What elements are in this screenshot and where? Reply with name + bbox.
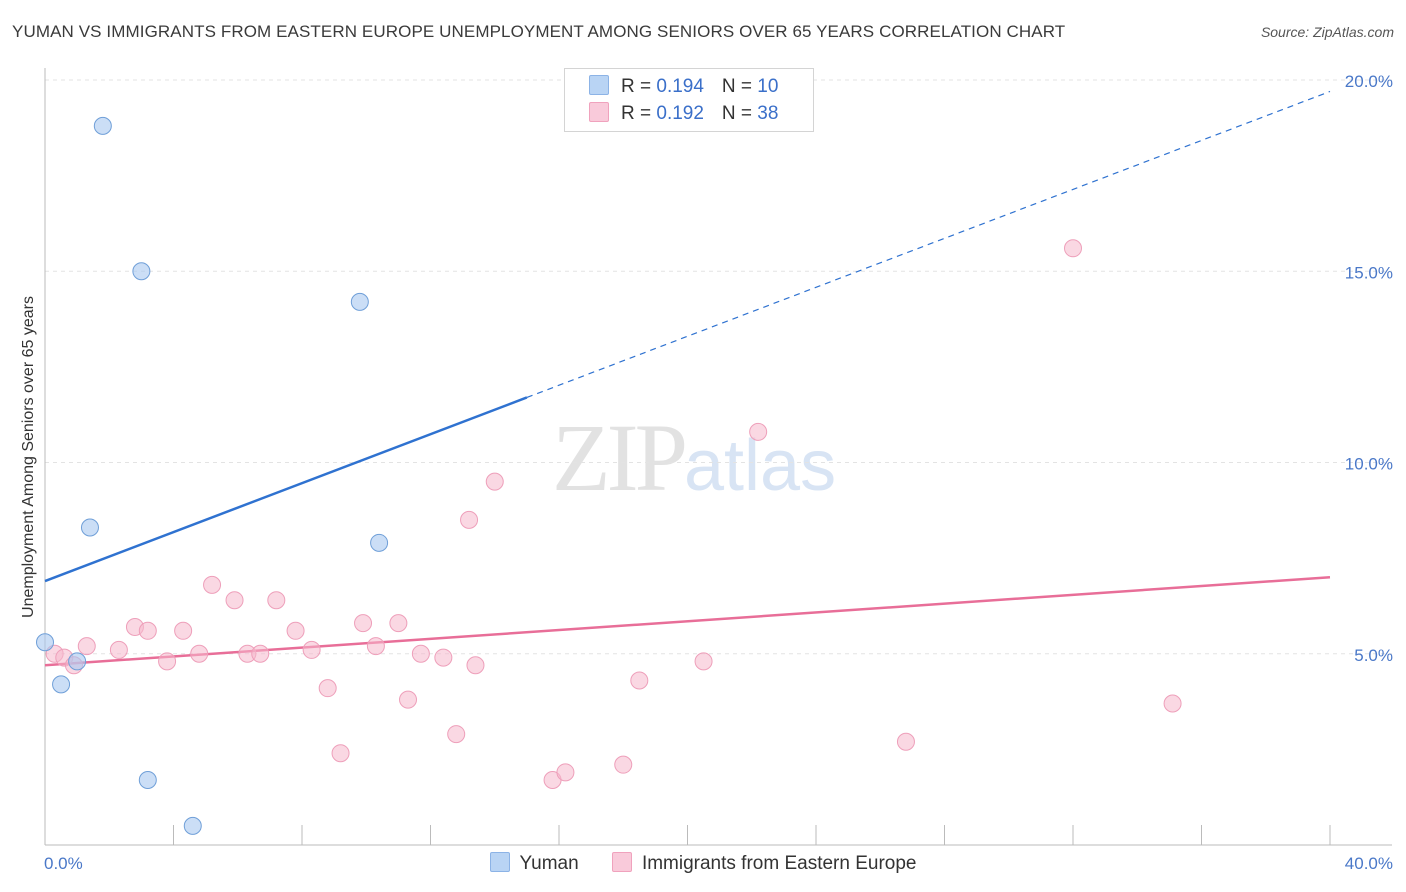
y-axis-title: Unemployment Among Seniors over 65 years <box>20 296 37 618</box>
eastern-data-point <box>614 755 633 774</box>
x-tick-label: 40.0% <box>1345 854 1393 873</box>
watermark: ZIPatlas <box>552 402 836 513</box>
eastern-data-point <box>447 725 466 744</box>
yuman-data-point <box>36 633 54 652</box>
eastern-data-point <box>251 644 270 663</box>
point-layer <box>36 116 1182 835</box>
yuman-data-point <box>370 533 389 552</box>
eastern-data-point <box>749 422 768 441</box>
x-tick-label: 0.0% <box>44 854 83 873</box>
legend-r-value: 0.194 <box>656 76 704 97</box>
legend-r-value: 0.192 <box>656 103 704 124</box>
eastern-data-point <box>331 744 350 763</box>
eastern-data-point <box>354 614 373 633</box>
eastern-swatch-icon <box>611 852 632 872</box>
series-legend-yuman: Yuman <box>489 852 579 875</box>
series-legend: Yuman Immigrants from Eastern Europe <box>0 852 1406 875</box>
yuman-data-point <box>132 262 151 281</box>
y-tick-label: 15.0% <box>1345 263 1393 282</box>
yuman-data-point <box>93 116 112 135</box>
eastern-data-point <box>411 644 430 663</box>
legend-n-value: 38 <box>757 103 779 124</box>
legend-r-label: R = <box>621 103 657 124</box>
eastern-data-point <box>1163 694 1182 713</box>
legend-n-label: N = <box>721 103 758 124</box>
axis-layer <box>44 68 1392 846</box>
source-label: Source: ZipAtlas.com <box>1260 24 1394 40</box>
y-tick-label: 20.0% <box>1345 72 1393 91</box>
legend-row-eastern: R = 0.192 N = 38 <box>589 102 778 126</box>
eastern-data-point <box>389 614 408 633</box>
trend-layer <box>44 90 1331 667</box>
chart-title: YUMAN VS IMMIGRANTS FROM EASTERN EUROPE … <box>12 22 1066 41</box>
eastern-data-point <box>267 591 286 610</box>
eastern-data-point <box>174 621 193 640</box>
eastern-data-point <box>302 640 321 659</box>
eastern-data-point <box>434 648 453 667</box>
eastern-swatch-icon <box>589 102 609 122</box>
y-tick-label: 5.0% <box>1354 646 1393 665</box>
legend-row-yuman: R = 0.194 N = 10 <box>589 75 778 99</box>
series-legend-eastern: Immigrants from Eastern Europe <box>611 852 917 875</box>
yuman-data-point <box>138 770 157 789</box>
eastern-data-point <box>318 679 337 698</box>
yuman-swatch-icon <box>589 75 609 95</box>
legend-n-value: 10 <box>757 76 779 97</box>
eastern-data-point <box>399 690 418 709</box>
label-layer: 5.0% 10.0% 15.0% 20.0% 0.0% 40.0% Unemployment… <box>20 72 1393 873</box>
eastern-data-point <box>556 763 575 782</box>
eastern-data-point <box>896 732 915 751</box>
series-name: Yuman <box>519 853 579 874</box>
eastern-data-point <box>138 621 157 640</box>
watermark-zip: ZIP <box>552 404 688 511</box>
eastern-data-point <box>190 644 209 663</box>
yuman-trend-extension <box>526 90 1331 399</box>
correlation-legend: R = 0.194 N = 10 R = 0.192 N = 38 <box>564 68 814 132</box>
eastern-data-point <box>158 652 177 671</box>
series-name: Immigrants from Eastern Europe <box>641 853 917 874</box>
legend-n-label: N = <box>721 76 758 97</box>
eastern-data-point <box>203 575 222 594</box>
yuman-swatch-icon <box>489 852 510 872</box>
eastern-data-point <box>460 510 479 529</box>
yuman-data-point <box>68 652 87 671</box>
y-tick-label: 10.0% <box>1345 455 1393 474</box>
eastern-data-point <box>109 640 128 659</box>
eastern-trend-line <box>44 576 1331 667</box>
eastern-data-point <box>286 621 305 640</box>
yuman-data-point <box>350 292 369 311</box>
eastern-data-point <box>1064 239 1082 258</box>
eastern-data-point <box>630 671 649 690</box>
grid-layer <box>45 79 1392 655</box>
eastern-data-point <box>225 591 244 610</box>
yuman-data-point <box>80 518 99 537</box>
eastern-data-point <box>77 637 96 656</box>
yuman-data-point <box>183 816 202 835</box>
legend-r-label: R = <box>621 76 657 97</box>
eastern-data-point <box>694 652 713 671</box>
eastern-data-point <box>466 656 485 675</box>
eastern-data-point <box>485 472 504 491</box>
yuman-data-point <box>52 675 71 694</box>
yuman-trend-line <box>44 396 528 583</box>
eastern-data-point <box>366 637 385 656</box>
